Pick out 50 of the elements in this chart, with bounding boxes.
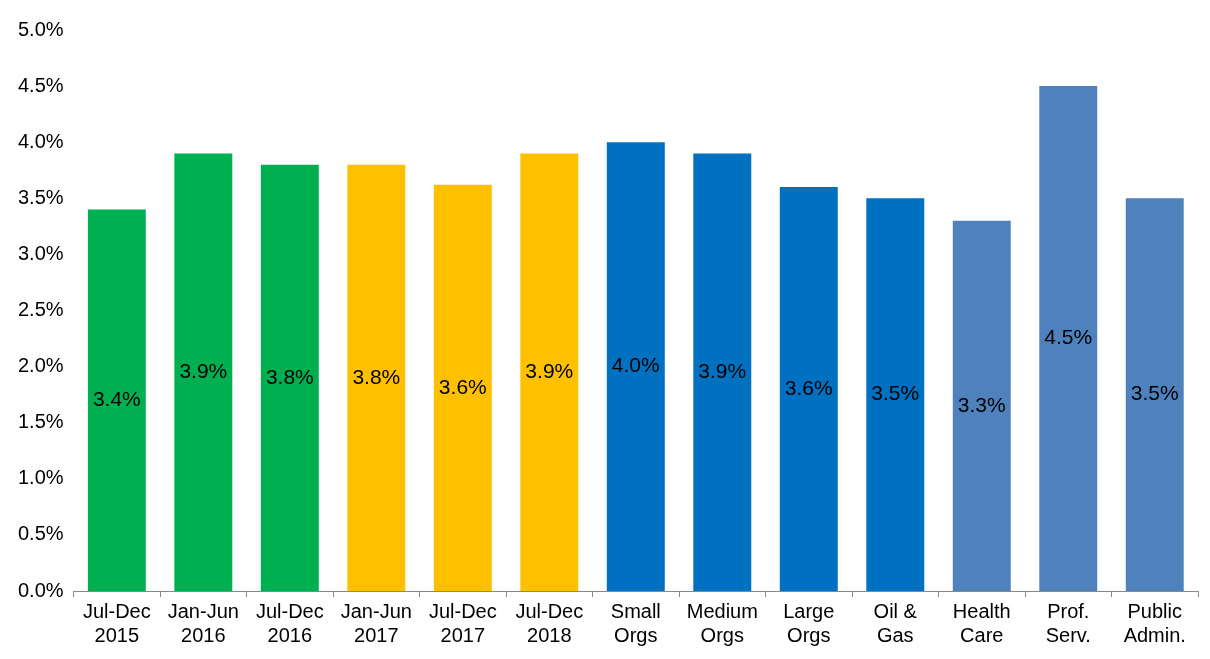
bar	[1039, 86, 1098, 591]
y-tick-label: 4.5%	[17, 73, 64, 96]
bar	[693, 153, 752, 591]
x-tick-label: Oil & Gas	[873, 599, 918, 646]
bar	[952, 220, 1011, 591]
y-tick-label: 5.0%	[17, 17, 64, 40]
x-tick-label: Prof. Serv.	[1045, 599, 1091, 646]
y-tick-label: 4.0%	[17, 129, 64, 152]
bar	[606, 142, 665, 591]
data-label: 3.5%	[871, 381, 920, 405]
data-label: 3.6%	[784, 375, 833, 399]
data-label: 3.9%	[525, 359, 574, 383]
y-tick-label: 1.5%	[17, 410, 64, 433]
bar	[87, 209, 146, 591]
x-tick-label: Jan-Jun 2016	[167, 599, 239, 646]
y-tick-label: 3.5%	[17, 185, 64, 208]
bar	[1125, 198, 1184, 591]
bar	[260, 164, 319, 591]
y-tick-label: 2.5%	[17, 298, 64, 321]
x-tick-label: Jul-Dec 2018	[515, 599, 584, 646]
x-tick-label: Jul-Dec 2016	[255, 599, 324, 646]
y-tick-label: 0.0%	[17, 578, 64, 601]
y-tick-label: 3.0%	[17, 241, 64, 264]
data-label: 3.3%	[957, 392, 1006, 416]
bar	[779, 187, 838, 591]
bar	[866, 198, 925, 591]
y-tick-label: 1.0%	[17, 466, 64, 489]
y-tick-label: 2.0%	[17, 354, 64, 377]
data-label: 4.0%	[611, 353, 660, 377]
data-label: 3.4%	[92, 387, 141, 411]
x-tick-label: Jul-Dec 2015	[82, 599, 151, 646]
x-tick-label: Health Care	[952, 599, 1011, 646]
x-tick-label: Small Orgs	[610, 599, 661, 646]
x-tick-label: Large Orgs	[783, 599, 835, 646]
data-label: 3.8%	[265, 364, 314, 388]
data-label: 3.5%	[1130, 381, 1179, 405]
data-label: 3.9%	[179, 359, 228, 383]
x-tick-label: Public Admin.	[1123, 599, 1186, 646]
x-tick-label: Jan-Jun 2017	[340, 599, 412, 646]
bar	[433, 184, 492, 591]
bar	[174, 153, 233, 591]
data-label: 3.8%	[352, 364, 401, 388]
x-tick-label: Medium Orgs	[686, 599, 758, 646]
data-label: 4.5%	[1044, 325, 1093, 349]
data-label: 3.6%	[438, 374, 487, 398]
bar	[347, 164, 406, 591]
x-tick-label: Jul-Dec 2017	[428, 599, 497, 646]
bar	[520, 153, 579, 591]
y-tick-label: 0.5%	[17, 522, 64, 545]
data-label: 3.9%	[698, 359, 747, 383]
